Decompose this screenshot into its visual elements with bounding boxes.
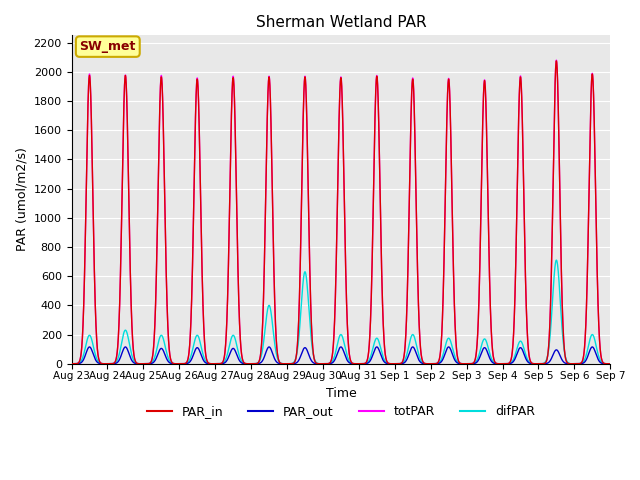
Line: difPAR: difPAR	[72, 260, 611, 364]
PAR_in	[607, 361, 614, 367]
difPAR	[461, 361, 469, 367]
Legend: PAR_in, PAR_out, totPAR, difPAR: PAR_in, PAR_out, totPAR, difPAR	[141, 400, 540, 423]
PAR_out	[86, 344, 93, 350]
Text: SW_met: SW_met	[79, 40, 136, 53]
X-axis label: Time: Time	[326, 387, 356, 400]
PAR_in	[552, 58, 560, 64]
PAR_out	[68, 361, 76, 367]
totPAR	[432, 361, 440, 367]
PAR_in	[432, 361, 440, 367]
PAR_out	[461, 361, 469, 367]
PAR_in	[68, 361, 76, 367]
totPAR	[552, 57, 560, 63]
PAR_out	[432, 361, 440, 367]
difPAR	[432, 361, 440, 367]
PAR_in	[461, 361, 469, 367]
totPAR	[321, 361, 328, 367]
PAR_in	[492, 360, 500, 366]
Line: PAR_out: PAR_out	[72, 347, 611, 364]
PAR_out	[607, 361, 614, 367]
difPAR	[606, 361, 614, 367]
totPAR	[607, 361, 614, 367]
Line: PAR_in: PAR_in	[72, 61, 611, 364]
PAR_out	[492, 361, 500, 367]
totPAR	[492, 360, 500, 366]
difPAR	[68, 361, 76, 367]
difPAR	[552, 257, 560, 263]
difPAR	[164, 355, 172, 361]
difPAR	[492, 360, 500, 366]
totPAR	[461, 361, 469, 367]
PAR_out	[321, 361, 328, 367]
difPAR	[607, 361, 614, 367]
difPAR	[321, 361, 328, 367]
Line: totPAR: totPAR	[72, 60, 611, 364]
totPAR	[606, 361, 614, 367]
totPAR	[68, 361, 76, 367]
Title: Sherman Wetland PAR: Sherman Wetland PAR	[255, 15, 426, 30]
PAR_in	[321, 361, 328, 367]
Y-axis label: PAR (umol/m2/s): PAR (umol/m2/s)	[15, 147, 28, 252]
PAR_out	[606, 361, 614, 367]
PAR_out	[164, 359, 172, 364]
PAR_in	[606, 361, 614, 367]
totPAR	[164, 333, 172, 339]
PAR_in	[164, 334, 172, 339]
